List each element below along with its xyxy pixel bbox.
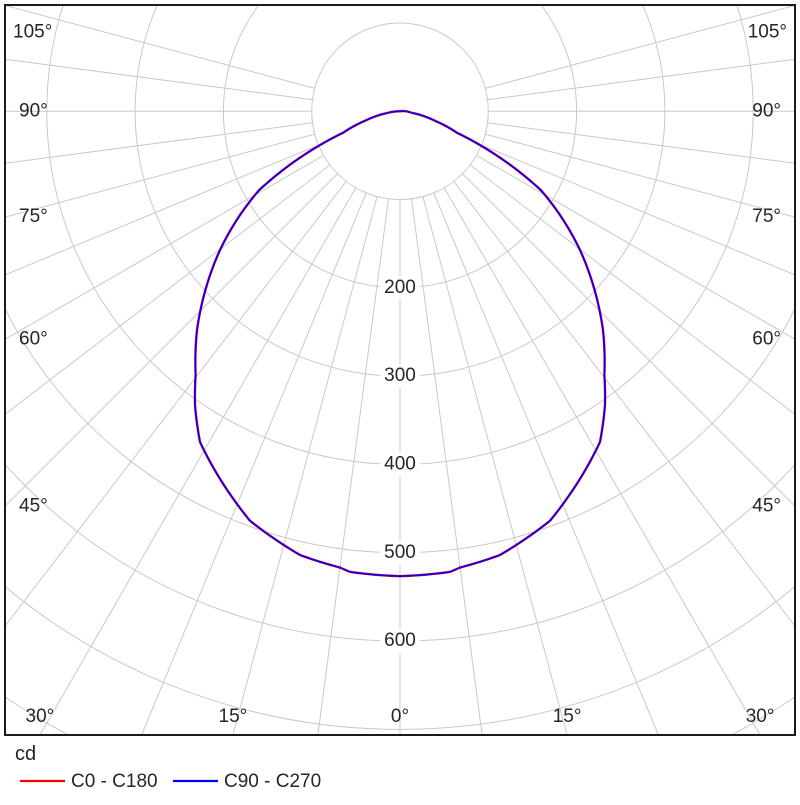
svg-text:60°: 60° [752, 328, 781, 349]
svg-text:90°: 90° [19, 100, 48, 121]
svg-text:30°: 30° [746, 706, 775, 727]
svg-text:200: 200 [384, 277, 416, 298]
svg-text:30°: 30° [26, 706, 55, 727]
svg-text:105°: 105° [748, 21, 787, 42]
svg-text:75°: 75° [752, 206, 781, 227]
svg-text:C90 - C270: C90 - C270 [224, 771, 321, 792]
svg-text:90°: 90° [752, 100, 781, 121]
svg-text:45°: 45° [752, 495, 781, 516]
svg-text:15°: 15° [553, 706, 582, 727]
svg-text:15°: 15° [219, 706, 248, 727]
svg-text:300: 300 [384, 365, 416, 386]
svg-text:105°: 105° [13, 21, 52, 42]
svg-text:60°: 60° [19, 328, 48, 349]
svg-text:400: 400 [384, 453, 416, 474]
svg-text:75°: 75° [19, 206, 48, 227]
svg-text:cd: cd [15, 743, 36, 765]
svg-text:C0 - C180: C0 - C180 [71, 771, 158, 792]
svg-text:500: 500 [384, 542, 416, 563]
svg-text:0°: 0° [391, 706, 409, 727]
svg-text:600: 600 [384, 630, 416, 651]
svg-text:45°: 45° [19, 495, 48, 516]
